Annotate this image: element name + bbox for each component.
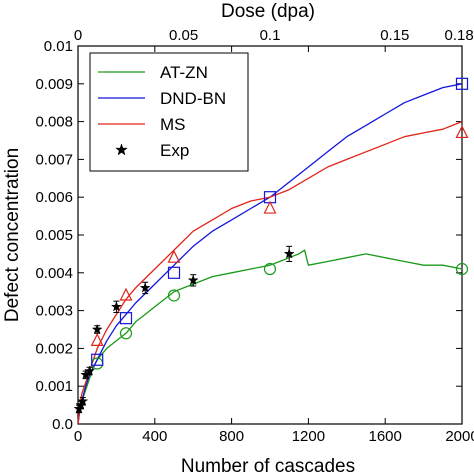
top-tick-label: 0.18 — [445, 27, 474, 44]
marker-exp — [91, 323, 103, 335]
y-tick-label: 0.002 — [35, 340, 73, 357]
legend-box — [89, 52, 249, 172]
marker-ms — [455, 125, 469, 139]
legend-label-dnd-bn: DND-BN — [160, 89, 226, 108]
marker-at-zn — [119, 327, 133, 340]
marker-dnd-bn — [119, 312, 133, 325]
legend-marker-exp — [115, 143, 128, 156]
marker-ms — [167, 249, 181, 263]
marker-at-zn — [263, 262, 277, 276]
top-tick-label: 0 — [74, 27, 82, 44]
x-axis-title: Number of cascades — [181, 456, 355, 476]
y-tick-label: 0.009 — [35, 76, 73, 93]
x-tick-label: 1200 — [292, 428, 325, 445]
top-axis-title: Dose (dpa) — [221, 1, 315, 22]
marker-exp — [77, 395, 89, 407]
y-tick-label: 0.005 — [35, 227, 73, 244]
marker-exp — [283, 248, 295, 259]
legend: AT-ZN DND-BN MS Exp — [89, 52, 249, 172]
marker-exp — [187, 274, 199, 286]
series-line-at-zn — [77, 249, 463, 425]
top-tick-label: 0.05 — [169, 27, 198, 44]
y-tick-label: 0.006 — [35, 189, 73, 206]
y-tick-label: 0.008 — [35, 114, 73, 131]
marker-ms — [90, 332, 104, 346]
y-tick-label: 0.004 — [35, 265, 73, 282]
x-tick-label: 1600 — [369, 428, 402, 445]
marker-ms — [119, 287, 133, 301]
marker-at-zn — [455, 262, 469, 276]
marker-layer — [73, 77, 469, 414]
legend-label-ms: MS — [160, 115, 186, 134]
y-tick-label: 0.007 — [35, 151, 73, 168]
y-tick-label: 0.0 — [52, 416, 73, 433]
y-tick-label: 0.001 — [35, 378, 73, 395]
marker-dnd-bn — [167, 266, 181, 279]
marker-dnd-bn — [455, 77, 469, 90]
x-tick-label: 800 — [219, 428, 244, 445]
marker-dnd-bn — [91, 353, 104, 366]
x-tick-label: 0 — [74, 428, 82, 445]
y-axis-title: Defect concentration — [2, 148, 23, 322]
legend-label-exp: Exp — [160, 141, 189, 160]
x-tick-label: 400 — [142, 428, 167, 445]
top-tick-label: 0.15 — [380, 27, 409, 44]
marker-exp — [139, 282, 151, 293]
top-tick-label: 0.1 — [260, 27, 281, 44]
marker-exp — [110, 301, 122, 312]
marker-exp — [84, 365, 96, 376]
marker-ms — [263, 200, 277, 214]
legend-label-at-zn: AT-ZN — [160, 63, 208, 82]
y-tick-label: 0.01 — [44, 38, 73, 55]
y-tick-label: 0.003 — [35, 303, 73, 320]
marker-at-zn — [167, 289, 181, 302]
